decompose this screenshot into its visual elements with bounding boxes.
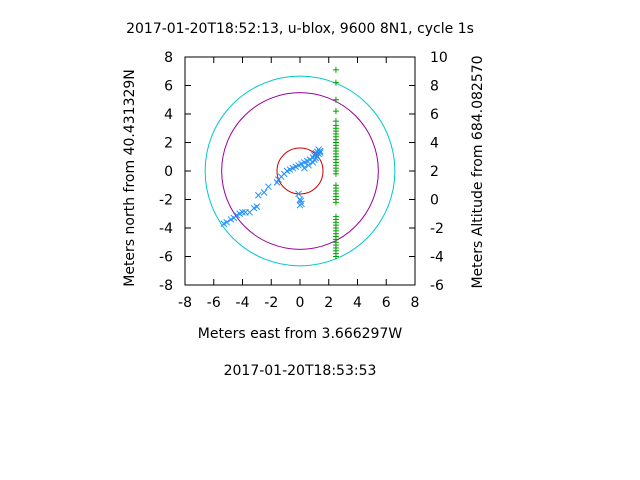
y-tick-label: -2 <box>159 193 173 209</box>
y2-tick-label: -2 <box>430 221 444 237</box>
y2-tick-label: 0 <box>430 193 439 209</box>
y2-tick-label: 2 <box>430 164 439 180</box>
x-axis-label: Meters east from 3.666297W <box>198 326 403 342</box>
position-point <box>239 208 246 216</box>
y-tick-label: -6 <box>159 250 173 266</box>
accuracy-circle <box>204 75 396 267</box>
accuracy-circle <box>221 92 379 250</box>
position-point <box>316 149 324 156</box>
position-point <box>296 201 304 209</box>
position-point <box>295 190 302 198</box>
position-point <box>312 154 320 162</box>
y2-tick-label: -4 <box>430 250 444 266</box>
y-axis-label: Meters north from 40.431329N <box>122 69 138 287</box>
x-tick-label: -8 <box>178 295 192 311</box>
points-layer <box>220 66 339 260</box>
altitude-point <box>332 108 339 115</box>
y-tick-label: 6 <box>164 79 173 95</box>
x-tick-label: 4 <box>353 295 362 311</box>
altitude-point <box>332 79 339 86</box>
x-tick-label: -6 <box>207 295 221 311</box>
position-point-stroke <box>296 201 304 209</box>
y-tick-label: 8 <box>164 50 173 66</box>
y-tick-label: 2 <box>164 136 173 152</box>
position-point <box>223 218 231 226</box>
position-point <box>309 159 317 166</box>
x-tick-label: -4 <box>236 295 250 311</box>
x-tick-label: 0 <box>296 295 305 311</box>
position-point-stroke <box>312 154 320 162</box>
position-point-stroke <box>223 218 231 226</box>
x-tick-label: 2 <box>324 295 333 311</box>
position-point-stroke <box>239 208 246 216</box>
position-point-stroke <box>305 161 312 169</box>
position-point-stroke <box>316 149 324 156</box>
altitude-point <box>332 66 339 73</box>
chart-subtitle: 2017-01-20T18:53:53 <box>224 363 377 379</box>
altitude-point <box>332 96 339 103</box>
ticks-layer: -8 -6 -4 -2 0 2 4 6 8 -8 -6 -4 -2 0 2 4 6 8 -6 -4 -2 0 2 4 6 8 10 <box>159 50 448 311</box>
circles-layer <box>204 75 396 267</box>
y-tick-label: 4 <box>164 107 173 123</box>
position-point <box>305 161 312 169</box>
position-point <box>253 203 261 210</box>
position-point-stroke <box>309 159 317 166</box>
y2-tick-label: -6 <box>430 278 444 294</box>
altitude-point <box>332 199 339 206</box>
position-point-stroke <box>260 189 268 196</box>
position-point-stroke <box>253 203 261 210</box>
chart-title: 2017-01-20T18:52:13, u-blox, 9600 8N1, c… <box>126 21 474 37</box>
position-point-stroke <box>254 191 262 199</box>
y-tick-label: -8 <box>159 278 173 294</box>
position-point <box>300 164 308 172</box>
position-point-stroke <box>300 164 308 172</box>
position-point <box>265 183 272 191</box>
y2-tick-label: 10 <box>430 50 448 66</box>
altitude-point <box>332 253 339 260</box>
position-point-stroke <box>295 190 302 198</box>
accuracy-circle <box>276 147 324 195</box>
x-tick-label: 6 <box>382 295 391 311</box>
y2-tick-label: 6 <box>430 107 439 123</box>
y2-tick-label: 4 <box>430 136 439 152</box>
position-point-stroke <box>297 197 305 205</box>
altitude-point <box>332 170 339 177</box>
position-point <box>260 189 268 196</box>
position-point <box>254 191 262 199</box>
y-tick-label: -4 <box>159 221 173 237</box>
y2-axis-label: Meters Altitude from 684.082570 <box>470 55 486 288</box>
y-tick-label: 0 <box>164 164 173 180</box>
x-tick-label: -2 <box>264 295 278 311</box>
x-tick-label: 8 <box>411 295 420 311</box>
y2-tick-label: 8 <box>430 79 439 95</box>
position-point-stroke <box>265 183 272 191</box>
